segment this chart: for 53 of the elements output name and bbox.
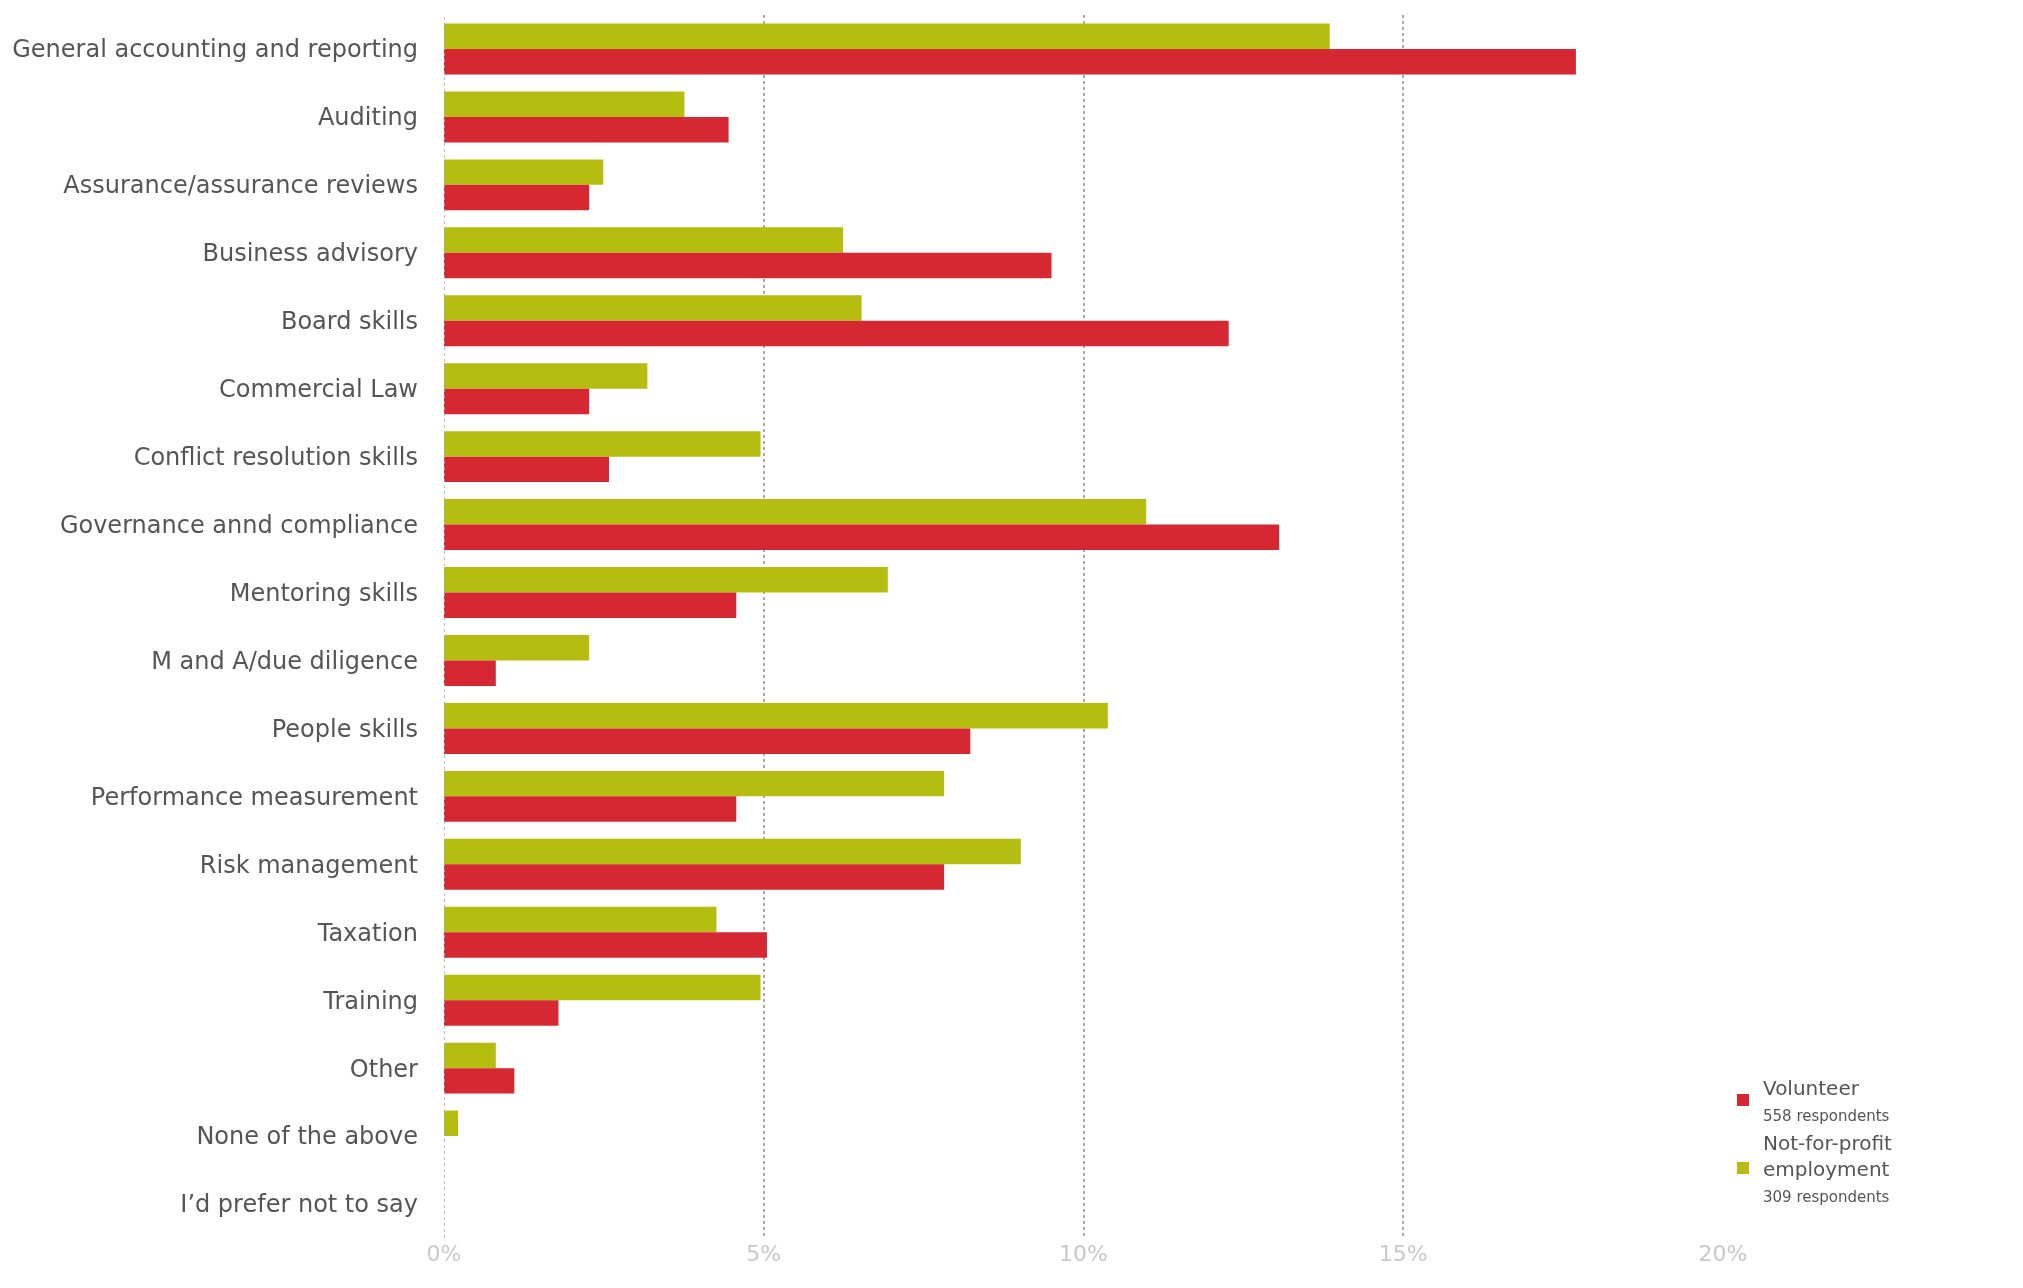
bar: [444, 388, 590, 415]
y-tick-label: None of the above: [196, 1122, 418, 1151]
y-tick-label: Business advisory: [202, 239, 418, 268]
legend-label: Not-for-profit employment 309 respondents: [1763, 1130, 1893, 1206]
bar: [444, 1110, 459, 1137]
bar: [444, 770, 945, 797]
bar: [444, 932, 767, 958]
y-tick-label: Risk management: [199, 850, 418, 879]
y-tick-label: Assurance/assurance reviews: [63, 171, 418, 200]
y-tick-label: M and A/due diligence: [151, 646, 418, 675]
y-tick-label: People skills: [271, 714, 418, 743]
bar: [444, 1068, 515, 1094]
y-tick-label: Auditing: [317, 103, 418, 132]
bar: [444, 23, 1330, 49]
y-tick-label: Mentoring skills: [229, 578, 418, 607]
bar: [444, 116, 729, 143]
bar: [444, 524, 1280, 551]
bar: [444, 906, 717, 933]
y-tick-label: Performance measurement: [90, 782, 418, 811]
bar: [444, 184, 590, 211]
bar: [444, 838, 1021, 865]
bar: [444, 864, 945, 890]
bar: [444, 592, 737, 619]
bar: [444, 431, 761, 457]
bar: [444, 1000, 559, 1026]
y-tick-label: General accounting and reporting: [12, 35, 418, 64]
y-tick-label: I’d prefer not to say: [180, 1190, 418, 1219]
y-tick-label: Taxation: [316, 918, 418, 947]
bar: [444, 567, 888, 593]
bar: [444, 295, 862, 321]
y-tick-label: Governance annd compliance: [59, 510, 418, 539]
bar: [444, 702, 1108, 729]
bar: [444, 320, 1229, 347]
bar: [444, 456, 609, 483]
bar: [444, 660, 496, 686]
bar: [444, 796, 737, 822]
bar: [444, 252, 1052, 279]
bar: [444, 363, 648, 389]
y-tick-label: Conflict resolution skills: [133, 443, 418, 472]
bar: [444, 974, 761, 1001]
legend-label: Volunteer 558 respondents: [1763, 1075, 1890, 1125]
bar: [444, 91, 685, 117]
y-tick-label: Other: [349, 1054, 419, 1083]
bar: [444, 48, 1576, 75]
bar: [444, 159, 604, 185]
bar: [444, 728, 971, 754]
bar: [444, 499, 1147, 525]
bar: [444, 1042, 496, 1069]
y-tick-label: Commercial Law: [219, 375, 418, 404]
bar: [444, 227, 844, 253]
y-tick-label: Training: [322, 986, 418, 1015]
bar: [444, 634, 590, 661]
y-tick-label: Board skills: [280, 307, 418, 336]
